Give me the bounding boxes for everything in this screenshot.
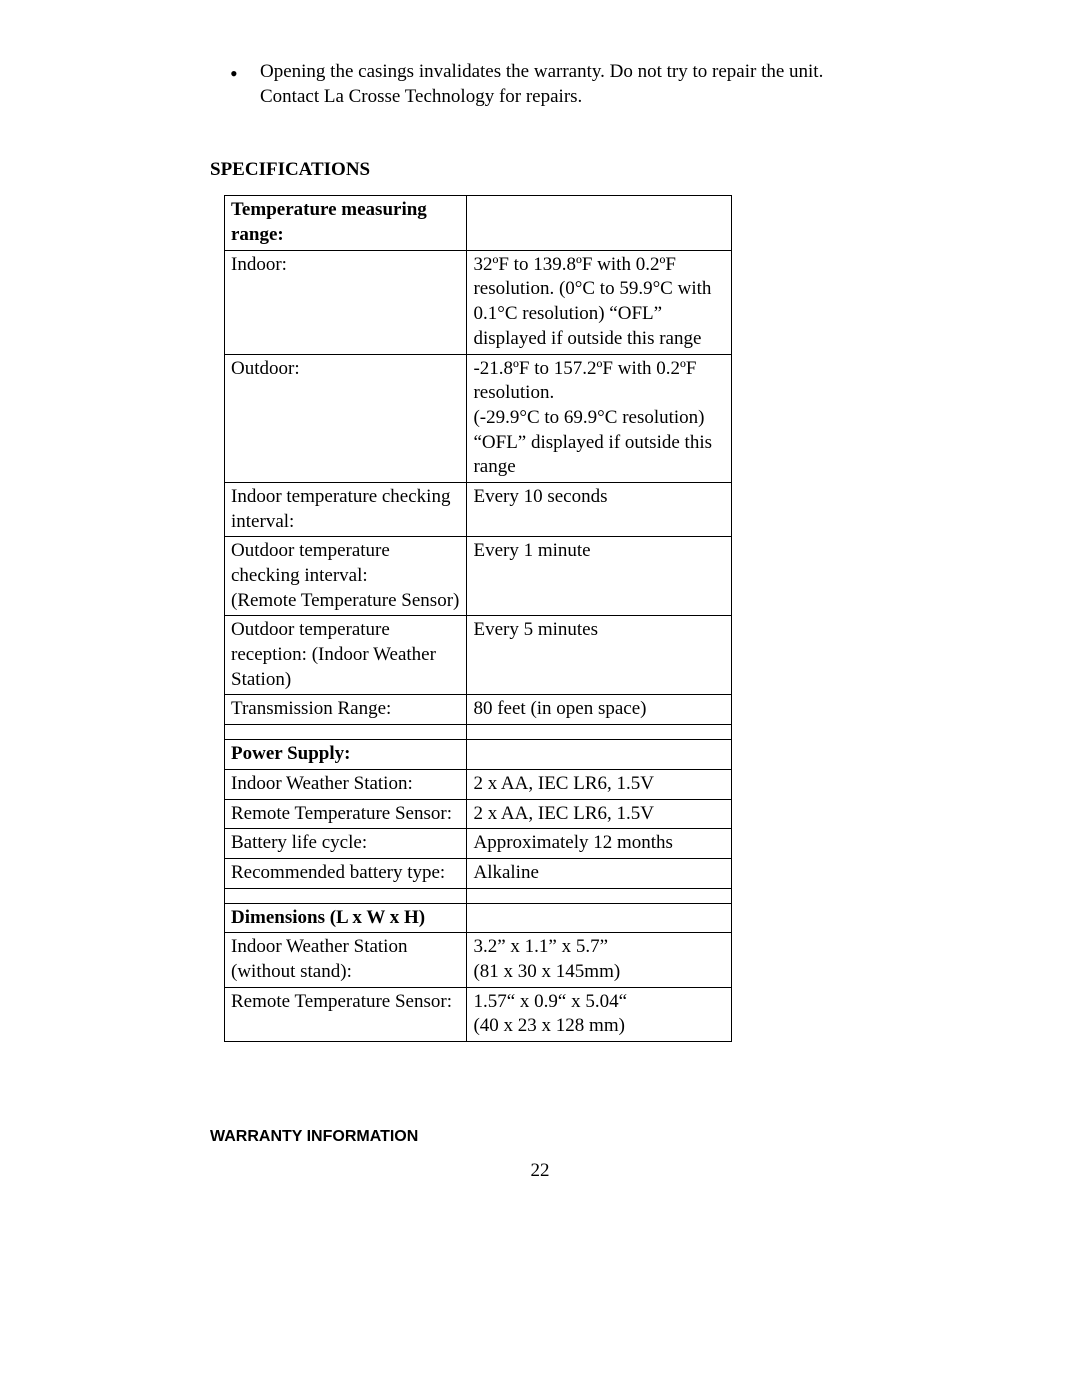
table-row: Outdoor temperature checking interval:(R… — [225, 537, 732, 616]
table-row: Indoor temperature checking interval:Eve… — [225, 482, 732, 536]
spec-label: Indoor: — [225, 250, 467, 354]
table-row: Temperature measuring range: — [225, 196, 732, 250]
spec-value — [467, 903, 732, 933]
spec-label: Indoor temperature checking interval: — [225, 482, 467, 536]
table-row: Recommended battery type:Alkaline — [225, 858, 732, 888]
table-row: Indoor Weather Station (without stand):3… — [225, 933, 732, 987]
warranty-heading: WARRANTY INFORMATION — [210, 1128, 870, 1146]
table-row: Remote Temperature Sensor:2 x AA, IEC LR… — [225, 799, 732, 829]
spec-label: Battery life cycle: — [225, 829, 467, 859]
spacer-cell — [225, 888, 467, 903]
spec-value: Alkaline — [467, 858, 732, 888]
spec-value: 1.57“ x 0.9“ x 5.04“(40 x 23 x 128 mm) — [467, 987, 732, 1041]
spec-label: Indoor Weather Station: — [225, 769, 467, 799]
spec-value: 80 feet (in open space) — [467, 695, 732, 725]
spacer-cell — [225, 725, 467, 740]
table-row: Indoor Weather Station:2 x AA, IEC LR6, … — [225, 769, 732, 799]
table-row — [225, 725, 732, 740]
spec-value — [467, 740, 732, 770]
table-row: Transmission Range:80 feet (in open spac… — [225, 695, 732, 725]
spec-value: 32ºF to 139.8ºF with 0.2ºF resolution. (… — [467, 250, 732, 354]
page: • Opening the casings invalidates the wa… — [0, 0, 1080, 1182]
spec-value: Every 10 seconds — [467, 482, 732, 536]
spec-label: Indoor Weather Station (without stand): — [225, 933, 467, 987]
spacer-cell — [467, 888, 732, 903]
spec-label: Remote Temperature Sensor: — [225, 987, 467, 1041]
spec-label: Outdoor temperature checking interval:(R… — [225, 537, 467, 616]
spec-value: Every 5 minutes — [467, 616, 732, 695]
spec-value: 3.2” x 1.1” x 5.7”(81 x 30 x 145mm) — [467, 933, 732, 987]
table-row: Battery life cycle:Approximately 12 mont… — [225, 829, 732, 859]
spec-label: Outdoor temperature reception: (Indoor W… — [225, 616, 467, 695]
bullet-text: Opening the casings invalidates the warr… — [260, 61, 823, 107]
spec-label: Temperature measuring range: — [225, 196, 467, 250]
specifications-table: Temperature measuring range:Indoor:32ºF … — [224, 195, 732, 1042]
spec-value: -21.8ºF to 157.2ºF with 0.2ºF resolution… — [467, 354, 732, 482]
table-row: Remote Temperature Sensor:1.57“ x 0.9“ x… — [225, 987, 732, 1041]
table-row: Dimensions (L x W x H) — [225, 903, 732, 933]
spec-value: 2 x AA, IEC LR6, 1.5V — [467, 769, 732, 799]
spec-label: Recommended battery type: — [225, 858, 467, 888]
spec-label: Dimensions (L x W x H) — [225, 903, 467, 933]
bullet-list: • Opening the casings invalidates the wa… — [210, 60, 870, 109]
spec-label: Remote Temperature Sensor: — [225, 799, 467, 829]
bullet-item: • Opening the casings invalidates the wa… — [210, 60, 870, 109]
table-row: Power Supply: — [225, 740, 732, 770]
table-row: Outdoor temperature reception: (Indoor W… — [225, 616, 732, 695]
table-row: Indoor:32ºF to 139.8ºF with 0.2ºF resolu… — [225, 250, 732, 354]
spec-value: 2 x AA, IEC LR6, 1.5V — [467, 799, 732, 829]
spec-value — [467, 196, 732, 250]
spec-value: Every 1 minute — [467, 537, 732, 616]
page-number: 22 — [210, 1160, 870, 1182]
spacer-cell — [467, 725, 732, 740]
table-row — [225, 888, 732, 903]
spec-label: Power Supply: — [225, 740, 467, 770]
table-row: Outdoor:-21.8ºF to 157.2ºF with 0.2ºF re… — [225, 354, 732, 482]
specifications-heading: SPECIFICATIONS — [210, 159, 870, 181]
spec-label: Outdoor: — [225, 354, 467, 482]
spec-value: Approximately 12 months — [467, 829, 732, 859]
spec-label: Transmission Range: — [225, 695, 467, 725]
bullet-icon: • — [230, 63, 238, 85]
